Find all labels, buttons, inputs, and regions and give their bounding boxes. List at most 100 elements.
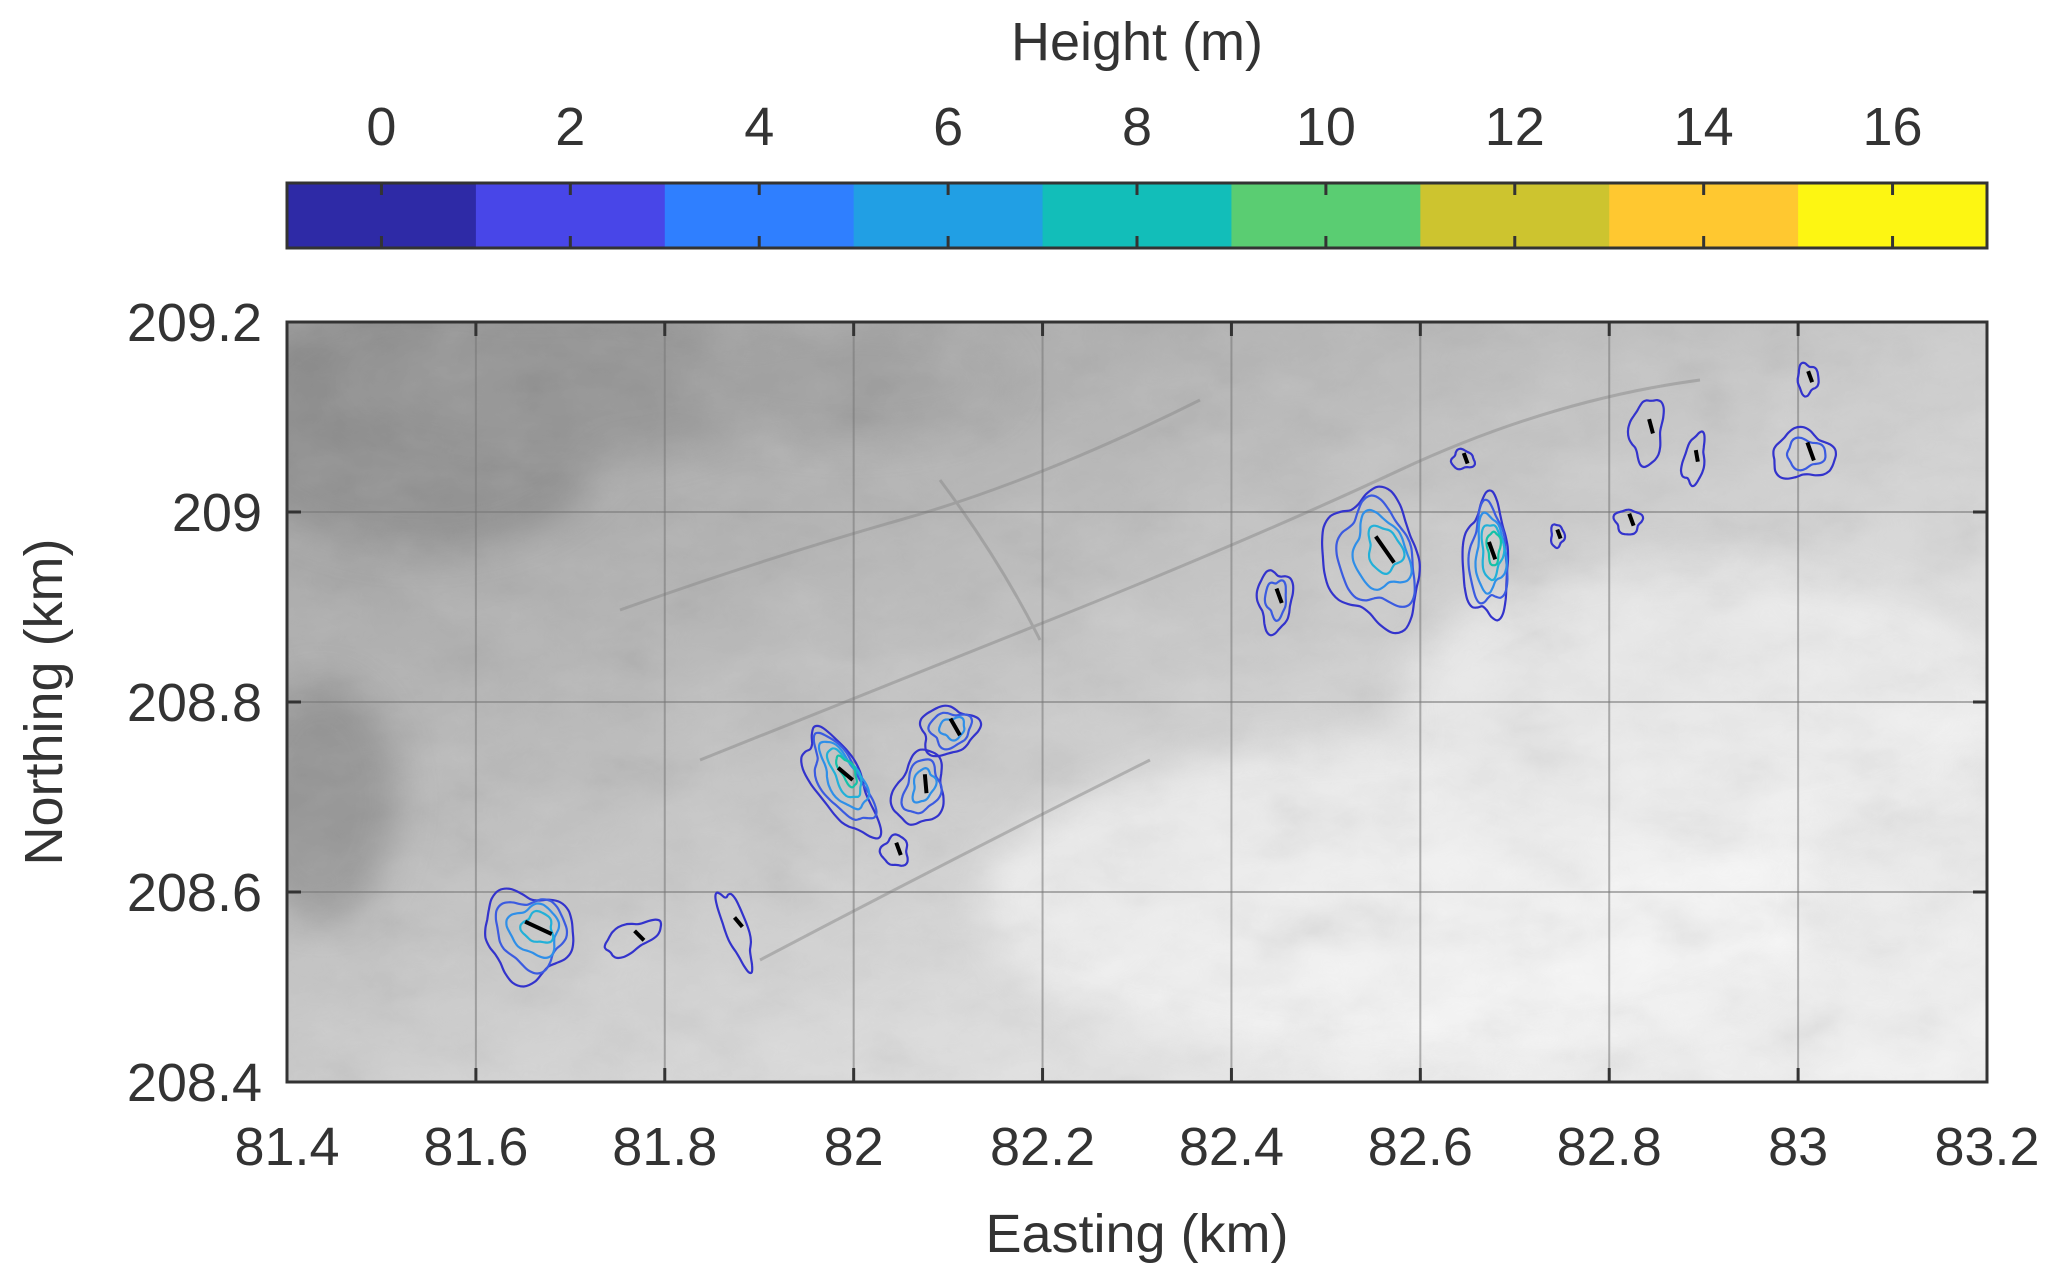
contour-line bbox=[1796, 361, 1820, 398]
x-tick-label: 82.4 bbox=[1179, 1117, 1284, 1177]
orientation-mark bbox=[1805, 441, 1816, 462]
contour-feature bbox=[1461, 489, 1510, 622]
contour-line bbox=[812, 731, 878, 821]
contour-line bbox=[484, 887, 575, 988]
contour-line bbox=[911, 766, 938, 804]
x-tick-label: 82.6 bbox=[1368, 1117, 1473, 1177]
contour-line bbox=[1320, 485, 1421, 635]
terrain-ridges bbox=[619, 378, 1701, 962]
contour-line bbox=[1785, 436, 1827, 472]
orientation-mark bbox=[836, 766, 854, 782]
contour-line bbox=[1263, 579, 1288, 622]
contour-feature bbox=[1449, 447, 1477, 471]
contour-line bbox=[1679, 430, 1706, 488]
x-tick-label: 81.8 bbox=[612, 1117, 717, 1177]
contour-line bbox=[1351, 508, 1413, 591]
colorbar-tick-label: 12 bbox=[1485, 97, 1545, 157]
contour-feature bbox=[878, 833, 909, 867]
contour-line bbox=[1485, 530, 1503, 567]
colorbar-tick-label: 10 bbox=[1296, 97, 1356, 157]
contour-line bbox=[1367, 524, 1406, 576]
orientation-mark bbox=[1374, 535, 1396, 564]
contour-line bbox=[505, 902, 561, 959]
y-axis: 208.4 208.6 208.8 209 209.2 bbox=[127, 293, 1987, 1113]
contour-feature bbox=[1679, 430, 1706, 488]
orientation-mark bbox=[922, 774, 929, 794]
grid-lines bbox=[287, 322, 1987, 1082]
orientation-mark bbox=[1647, 418, 1655, 434]
y-tick-label: 209.2 bbox=[127, 293, 262, 353]
contour-line bbox=[714, 891, 754, 975]
y-tick-label: 208.6 bbox=[127, 863, 262, 923]
orientation-mark bbox=[1274, 587, 1284, 604]
orientation-mark bbox=[1487, 541, 1498, 561]
colorbar-tick-label: 0 bbox=[366, 97, 396, 157]
y-axis-label: Northing (km) bbox=[14, 538, 74, 865]
contour-line bbox=[1255, 569, 1295, 637]
contour-line bbox=[1467, 498, 1509, 605]
orientation-mark bbox=[1627, 512, 1636, 527]
orientation-mark bbox=[1806, 370, 1815, 383]
contour-line bbox=[800, 724, 883, 840]
contour-line bbox=[889, 748, 945, 826]
contour-line bbox=[900, 758, 943, 815]
contour-feature bbox=[1772, 425, 1838, 480]
contour-feature bbox=[800, 724, 883, 840]
x-tick-label: 82 bbox=[824, 1117, 884, 1177]
contour-line bbox=[1449, 447, 1477, 471]
contour-line bbox=[878, 833, 909, 867]
contour-feature bbox=[889, 748, 945, 826]
x-tick-label: 82.2 bbox=[990, 1117, 1095, 1177]
colorbar-tick-label: 14 bbox=[1674, 97, 1734, 157]
contour-feature bbox=[1549, 523, 1567, 550]
plot-area: 81.4 81.6 81.8 82 82.2 82.4 82.6 82.8 83 83.2 208… bbox=[14, 293, 2040, 1264]
colorbar-ticks bbox=[379, 183, 1895, 248]
x-tick-label: 81.4 bbox=[234, 1117, 339, 1177]
contour-line bbox=[1335, 494, 1416, 608]
colorbar-title: Height (m) bbox=[1011, 12, 1263, 72]
orientation-mark bbox=[894, 841, 903, 856]
contour-feature bbox=[918, 704, 983, 758]
colorbar-tick-label: 8 bbox=[1122, 97, 1152, 157]
contour-feature bbox=[1255, 569, 1295, 637]
contour-line bbox=[1772, 425, 1838, 480]
orientation-mark bbox=[732, 916, 744, 929]
contour-feature bbox=[1612, 508, 1645, 536]
colorbar-tick-label: 6 bbox=[933, 97, 963, 157]
contour-feature bbox=[603, 918, 663, 960]
orientation-mark bbox=[1555, 528, 1563, 540]
orientation-mark bbox=[1461, 452, 1470, 465]
orientation-mark bbox=[524, 919, 553, 936]
colorbar-tick-label: 4 bbox=[744, 97, 774, 157]
orientation-mark bbox=[633, 929, 646, 942]
height-contours bbox=[484, 361, 1838, 988]
contour-feature bbox=[1626, 398, 1665, 469]
colorbar-tick-label: 16 bbox=[1863, 97, 1923, 157]
x-tick-label: 82.8 bbox=[1557, 1117, 1662, 1177]
contour-line bbox=[494, 898, 569, 975]
x-axis-label: Easting (km) bbox=[985, 1204, 1288, 1264]
contour-line bbox=[1612, 508, 1645, 536]
contour-line bbox=[825, 747, 863, 799]
contour-line bbox=[603, 918, 663, 960]
contour-line bbox=[817, 740, 871, 811]
contour-feature bbox=[1320, 485, 1421, 635]
x-tick-label: 83.2 bbox=[1934, 1117, 2039, 1177]
x-axis: 81.4 81.6 81.8 82 82.2 82.4 82.6 82.8 83 83.2 bbox=[234, 322, 2040, 1177]
contour-line bbox=[937, 715, 966, 742]
orientation-mark bbox=[1693, 449, 1700, 463]
x-tick-label: 81.6 bbox=[423, 1117, 528, 1177]
x-tick-label: 83 bbox=[1768, 1117, 1828, 1177]
orientation-mark bbox=[948, 717, 962, 737]
y-tick-label: 209 bbox=[172, 483, 262, 543]
y-tick-label: 208.4 bbox=[127, 1053, 262, 1113]
contour-line bbox=[918, 704, 983, 758]
colorbar-tick-label: 2 bbox=[555, 97, 585, 157]
contour-line bbox=[927, 711, 974, 751]
contour-feature bbox=[484, 887, 575, 988]
y-tick-label: 208.8 bbox=[127, 673, 262, 733]
colorbar-tick-labels: 0 2 4 6 8 10 12 14 16 bbox=[366, 97, 1922, 157]
contour-line bbox=[1626, 398, 1665, 469]
contour-feature bbox=[1796, 361, 1820, 398]
